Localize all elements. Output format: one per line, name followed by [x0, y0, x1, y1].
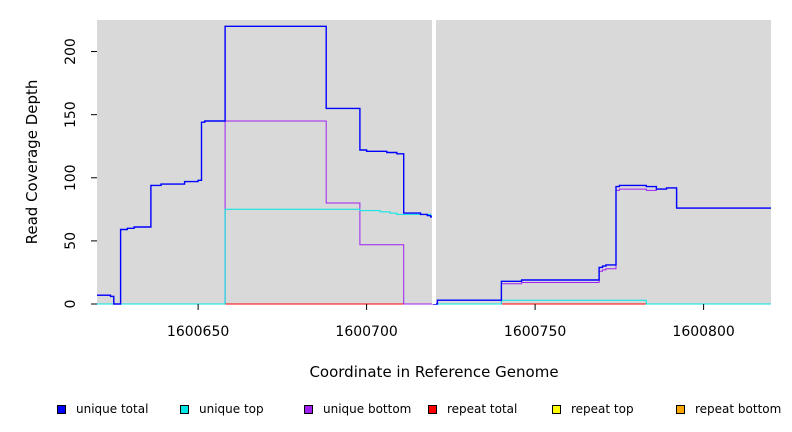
coverage-chart: 1600650 1600700 1600750 1600800 0 50 100 150 200…: [23, 20, 771, 381]
legend-swatch-unique-top: [180, 404, 189, 414]
x-tick-label: 1600700: [335, 324, 397, 340]
x-tick-label: 1600750: [504, 324, 566, 340]
series-line-unique-total: [97, 25, 771, 305]
x-axis-title: Coordinate in Reference Genome: [309, 363, 558, 381]
legend-swatch-repeat-bottom: [676, 404, 685, 414]
legend-label-unique-total: unique total: [76, 402, 149, 416]
legend-label-repeat-total: repeat total: [447, 402, 518, 416]
chart-legend: unique total unique top unique bottom re…: [0, 400, 792, 420]
legend-label-repeat-top: repeat top: [571, 402, 634, 416]
y-tick-label: 50: [63, 232, 79, 250]
legend-item-unique-top: unique top: [180, 400, 264, 418]
legend-item-unique-total: unique total: [57, 400, 148, 418]
legend-swatch-repeat-total: [428, 404, 437, 414]
legend-item-unique-bottom: unique bottom: [304, 400, 411, 418]
legend-swatch-unique-bottom: [304, 404, 313, 414]
legend-item-repeat-top: repeat top: [552, 400, 634, 418]
legend-label-unique-top: unique top: [199, 402, 264, 416]
x-tick-label: 1600650: [167, 324, 229, 340]
legend-label-repeat-bottom: repeat bottom: [695, 402, 782, 416]
legend-swatch-unique-total: [57, 404, 66, 414]
y-tick-label: 100: [63, 164, 79, 191]
legend-swatch-repeat-top: [552, 404, 561, 414]
legend-item-repeat-bottom: repeat bottom: [676, 400, 781, 418]
y-tick-label: 200: [63, 38, 79, 65]
y-tick-label: 0: [63, 300, 79, 309]
x-tick-label: 1600800: [672, 324, 734, 340]
y-tick-label: 150: [63, 101, 79, 128]
legend-label-unique-bottom: unique bottom: [323, 402, 412, 416]
legend-item-repeat-total: repeat total: [428, 400, 517, 418]
axis-layer: 1600650 1600700 1600750 1600800 0 50 100 150 200: [63, 38, 735, 340]
y-axis-title: Read Coverage Depth: [23, 80, 41, 245]
